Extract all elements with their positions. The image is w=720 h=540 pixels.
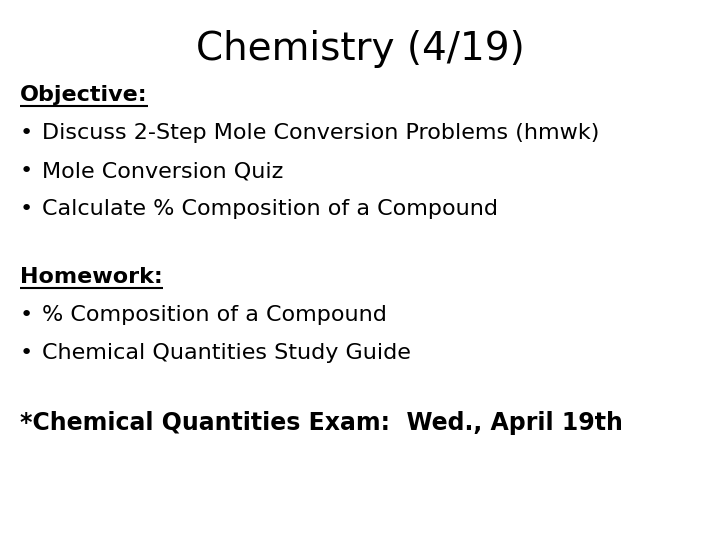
Text: •: •	[20, 305, 33, 325]
Text: •: •	[20, 161, 33, 181]
Text: Chemical Quantities Study Guide: Chemical Quantities Study Guide	[42, 343, 411, 363]
Text: Mole Conversion Quiz: Mole Conversion Quiz	[42, 161, 284, 181]
Text: •: •	[20, 199, 33, 219]
Text: Homework:: Homework:	[20, 267, 163, 287]
Text: •: •	[20, 343, 33, 363]
Text: Discuss 2-Step Mole Conversion Problems (hmwk): Discuss 2-Step Mole Conversion Problems …	[42, 123, 599, 143]
Text: Calculate % Composition of a Compound: Calculate % Composition of a Compound	[42, 199, 498, 219]
Text: Chemistry (4/19): Chemistry (4/19)	[196, 30, 524, 68]
Text: % Composition of a Compound: % Composition of a Compound	[42, 305, 387, 325]
Text: •: •	[20, 123, 33, 143]
Text: Objective:: Objective:	[20, 85, 148, 105]
Text: *Chemical Quantities Exam:  Wed., April 19th: *Chemical Quantities Exam: Wed., April 1…	[20, 411, 623, 435]
